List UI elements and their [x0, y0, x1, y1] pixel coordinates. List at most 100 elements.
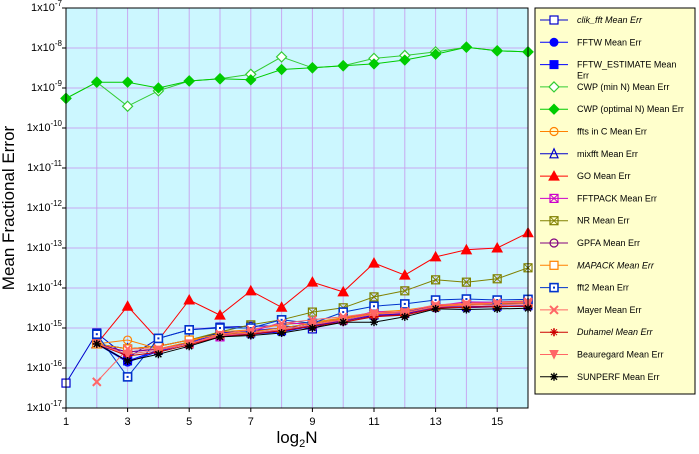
x-axis-title: log2N — [276, 428, 317, 450]
y-tick-label: 1x10-15 — [27, 319, 63, 334]
legend-label: clik_fft Mean Err — [577, 15, 643, 25]
y-tick-label: 1x10-13 — [27, 239, 63, 254]
point-marker-dot — [219, 327, 221, 329]
data-point — [431, 304, 440, 313]
point-marker — [306, 62, 319, 74]
data-point — [153, 345, 164, 356]
point-marker — [216, 332, 224, 341]
point-marker — [369, 309, 379, 320]
point-marker — [123, 356, 132, 365]
data-point — [92, 339, 101, 348]
data-point — [549, 238, 559, 248]
legend-label: fft2 Mean Err — [577, 283, 629, 293]
point-marker — [491, 45, 503, 57]
legend-item: CWP (optimal N) Mean Err — [540, 103, 684, 115]
legend-item: MAPACK Mean Err — [540, 260, 655, 270]
point-marker-dot — [342, 311, 345, 314]
point-marker — [429, 250, 442, 262]
legend-box — [534, 7, 696, 395]
point-marker — [308, 324, 317, 332]
legend-item: fft2 Mean Err — [540, 283, 629, 293]
point-marker — [183, 294, 196, 305]
legend-label: GO Mean Err — [577, 171, 631, 181]
point-marker-dot — [157, 337, 160, 340]
y-tick-label: 1x10-12 — [27, 199, 63, 214]
data-point — [549, 193, 559, 203]
point-marker — [307, 307, 317, 317]
data-point — [549, 147, 559, 159]
legend-label: GPFA Mean Err — [577, 238, 640, 248]
y-tick-label: 1x10-7 — [31, 0, 63, 14]
x-tick-label: 5 — [186, 416, 192, 428]
y-tick-label: 1x10-8 — [31, 39, 63, 54]
data-point — [368, 58, 380, 70]
x-tick-label: 1 — [63, 416, 69, 428]
point-marker — [399, 308, 410, 318]
point-marker — [152, 82, 165, 94]
legend-label: FFTPACK Mean Err — [577, 193, 657, 203]
point-marker — [493, 304, 502, 313]
point-marker — [492, 300, 503, 310]
point-marker — [549, 37, 559, 47]
data-point — [183, 294, 196, 305]
data-point — [399, 308, 410, 318]
data-point — [549, 282, 559, 293]
data-point — [491, 45, 503, 57]
data-point — [122, 372, 133, 382]
data-point — [431, 275, 441, 285]
point-marker — [431, 304, 440, 313]
data-point — [154, 350, 163, 359]
point-marker — [153, 345, 164, 356]
point-marker-dot — [280, 318, 283, 321]
data-point — [92, 377, 102, 387]
point-marker — [122, 349, 133, 360]
data-point — [121, 300, 134, 311]
legend-label: FFTW Mean Err — [577, 37, 642, 47]
point-marker — [337, 60, 349, 72]
point-marker — [337, 285, 350, 297]
point-marker-cross — [550, 328, 558, 336]
data-point — [121, 76, 134, 88]
point-marker — [275, 51, 288, 63]
point-marker — [246, 331, 255, 340]
point-marker — [549, 216, 559, 226]
data-point — [337, 60, 349, 72]
data-point — [275, 51, 288, 63]
y-tick-label: 1x10-16 — [27, 359, 63, 374]
data-point — [399, 299, 410, 309]
point-marker-dot — [403, 302, 406, 305]
point-marker — [398, 269, 411, 280]
point-marker — [431, 275, 441, 285]
point-marker — [245, 74, 257, 86]
point-marker — [91, 76, 103, 88]
data-point — [91, 76, 103, 88]
point-marker — [549, 260, 559, 270]
data-point — [306, 276, 319, 287]
data-point — [550, 328, 558, 337]
point-marker — [368, 58, 380, 70]
point-marker — [549, 147, 559, 159]
data-point — [339, 318, 348, 327]
data-point — [184, 325, 194, 335]
series-layer — [60, 41, 534, 388]
point-marker — [550, 372, 558, 381]
legend-item: GPFA Mean Err — [540, 238, 640, 248]
point-marker — [368, 257, 380, 268]
x-tick-label: 11 — [368, 416, 379, 428]
data-point — [153, 333, 164, 344]
point-marker — [549, 193, 559, 203]
point-marker-cross — [400, 286, 410, 296]
point-marker — [369, 292, 379, 302]
point-marker-dot — [496, 299, 499, 302]
data-point — [214, 73, 226, 85]
point-marker — [214, 73, 226, 85]
point-marker — [461, 300, 472, 311]
point-marker-dot — [553, 286, 555, 289]
data-point — [460, 41, 473, 53]
data-point — [429, 250, 442, 262]
point-marker — [549, 60, 559, 70]
x-tick-label: 3 — [125, 416, 131, 428]
data-point — [307, 307, 317, 317]
data-point — [491, 241, 504, 253]
